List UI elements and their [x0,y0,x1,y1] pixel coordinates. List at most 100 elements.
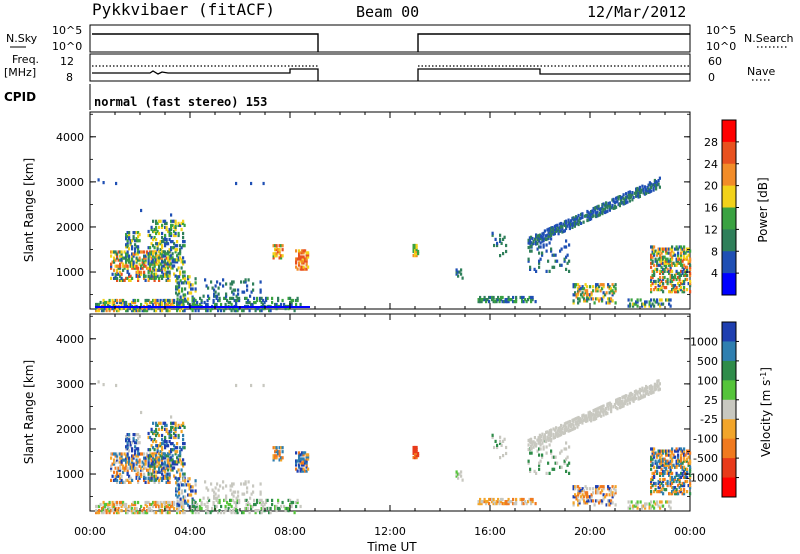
range-cell [188,485,191,489]
range-cell [515,500,518,504]
range-cell [272,254,275,258]
range-cell [150,227,153,232]
range-cell [536,247,539,251]
range-cell [684,473,687,477]
range-cell [638,194,641,198]
range-cell [165,423,168,427]
range-cell [301,261,304,265]
range-cell [657,279,660,284]
range-cell [143,478,146,482]
range-cell [165,272,168,276]
range-cell [126,470,129,474]
range-cell [687,282,690,286]
range-cell [171,466,174,470]
range-cell [500,443,503,447]
range-cell [155,476,158,480]
range-cell [613,285,616,289]
range-cell [595,487,598,491]
range-cell [155,272,158,276]
range-cell [161,502,164,507]
range-cell [678,273,681,277]
beam-label: Beam 00 [356,3,419,21]
range-cell [235,181,238,186]
range-cell [642,389,645,393]
range-cell [573,221,576,225]
range-cell [176,477,179,481]
range-cell [628,392,631,396]
range-cell [519,295,522,300]
range-cell [497,295,500,300]
range-cell [576,216,579,220]
range-cell [302,459,305,463]
range-cell [194,491,197,495]
range-cell [245,296,248,300]
range-cell [182,221,185,225]
range-cell [302,457,305,461]
range-cell [677,261,680,265]
range-cell [275,454,278,458]
range-cell [96,504,99,509]
range-cell [190,291,193,295]
range-cell [194,309,197,313]
range-cell [587,214,590,218]
range-cell [143,466,146,470]
range-cell [125,445,128,449]
range-cell [648,302,651,306]
range-cell [577,213,580,218]
range-cell [137,298,140,303]
range-cell [158,278,161,282]
range-cell [155,225,158,229]
range-cell [281,254,284,258]
range-cell [669,461,672,465]
range-cell [677,484,680,488]
range-cell [627,506,630,510]
range-cell [161,442,164,446]
range-cell [156,502,159,507]
range-cell [168,309,171,313]
range-cell [528,440,531,444]
range-cell [669,459,672,463]
range-cell [155,460,158,464]
range-cell [110,276,113,280]
range-cell [541,453,544,457]
range-cell [485,502,488,506]
range-cell [158,302,161,307]
range-cell [671,477,674,482]
range-cell [669,259,672,263]
range-cell [101,511,104,515]
range-cell [284,307,287,311]
cpid-strip: CPID normal (fast stereo) 153 [4,84,267,110]
range-cell [224,509,227,513]
range-cell [122,300,125,305]
range-cell [671,290,674,294]
range-cell [302,267,305,271]
range-cell [129,239,132,243]
range-cell [603,409,606,413]
range-cell [144,274,147,278]
range-cell [590,297,593,301]
range-cell [660,261,663,265]
range-cell [135,264,138,268]
range-cell [539,241,542,245]
range-cell [150,478,153,482]
range-cell [578,501,581,505]
range-cell [137,454,140,458]
range-cell [147,464,150,468]
range-cell [527,241,530,245]
range-cell [168,262,171,266]
range-cell [164,438,167,442]
nsky-label: N.Sky [6,32,38,45]
range-cell [593,417,596,421]
range-cell [191,489,194,493]
range-cell [178,301,181,305]
range-cell [683,469,686,473]
range-cell [295,302,298,307]
range-cell [653,384,656,388]
range-cell [143,476,146,480]
range-cell [167,460,170,464]
range-cell [610,406,613,410]
range-cell [651,385,654,389]
range-cell [674,486,677,490]
range-cell [149,233,152,238]
range-cell [595,211,598,215]
